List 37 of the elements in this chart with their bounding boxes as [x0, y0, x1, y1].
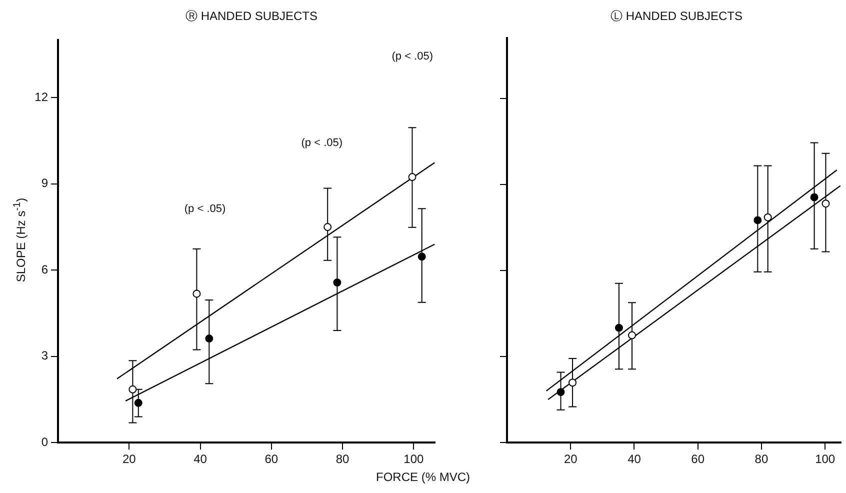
point [418, 252, 426, 261]
point [128, 385, 137, 394]
x-tick-label: 20 [564, 452, 578, 466]
chart-title: Ⓛ HANDED SUBJECTS [609, 8, 744, 25]
y-tick-label: 0 [41, 434, 48, 449]
point [614, 324, 623, 332]
point [192, 290, 201, 298]
point [333, 278, 342, 287]
x-tick-label: 60 [691, 452, 705, 466]
point [822, 200, 830, 208]
point [134, 398, 142, 407]
point [568, 378, 577, 387]
x-tick-label: 40 [628, 452, 642, 466]
x-tick-label: 40 [194, 452, 208, 466]
point [408, 173, 416, 182]
point [324, 223, 332, 232]
y-tick-label: 3 [41, 348, 48, 363]
y-tick-label: 6 [41, 262, 48, 276]
point [205, 334, 214, 343]
point [628, 331, 636, 340]
x-tick-label: 80 [754, 452, 768, 466]
y-tick-label: 9 [41, 176, 48, 190]
chart-title: Ⓡ HANDED SUBJECTS [184, 8, 319, 25]
annotation: (p < .05) [392, 50, 434, 62]
annotation: (p < .05) [184, 203, 226, 216]
point [810, 193, 818, 202]
x-tick-label: 60 [264, 452, 278, 466]
point [556, 388, 565, 396]
point [764, 213, 772, 222]
x-tick-label: 20 [122, 452, 136, 466]
x-axis-title: FORCE (% MVC) [376, 470, 470, 484]
x-tick-label: 100 [404, 452, 424, 466]
x-tick-label: 80 [336, 452, 350, 466]
point [754, 216, 762, 224]
x-tick-label: 100 [815, 452, 836, 466]
annotation: (p < .05) [301, 136, 343, 149]
y-tick-label: 12 [34, 90, 48, 104]
